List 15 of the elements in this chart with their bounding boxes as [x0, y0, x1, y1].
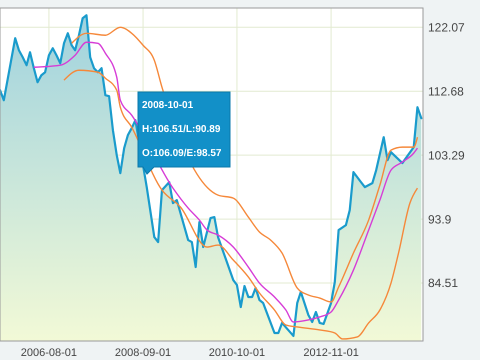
annotation: O:106.09/E:98.57 — [142, 148, 222, 159]
line-series — [33, 42, 418, 323]
y-tick-label: 84.51 — [428, 276, 458, 290]
x-tick-label: 2012-11-01 — [303, 347, 359, 359]
y-tick-label: 122.07 — [428, 20, 466, 34]
x-tick-label: 2008-09-01 — [114, 347, 172, 359]
line-series — [63, 70, 418, 340]
y-tick-label: 103.29 — [428, 148, 466, 162]
annotation: H:106.51/L:90.89 — [142, 124, 221, 135]
y-tick-label: 93.9 — [428, 212, 452, 226]
x-tick-label: 2006-08-01 — [20, 347, 78, 359]
y-tick-label: 112.68 — [428, 84, 464, 98]
line-series — [70, 26, 418, 303]
annotation: 2008-10-01 — [142, 100, 194, 111]
x-tick-label: 2010-10-01 — [208, 347, 266, 359]
